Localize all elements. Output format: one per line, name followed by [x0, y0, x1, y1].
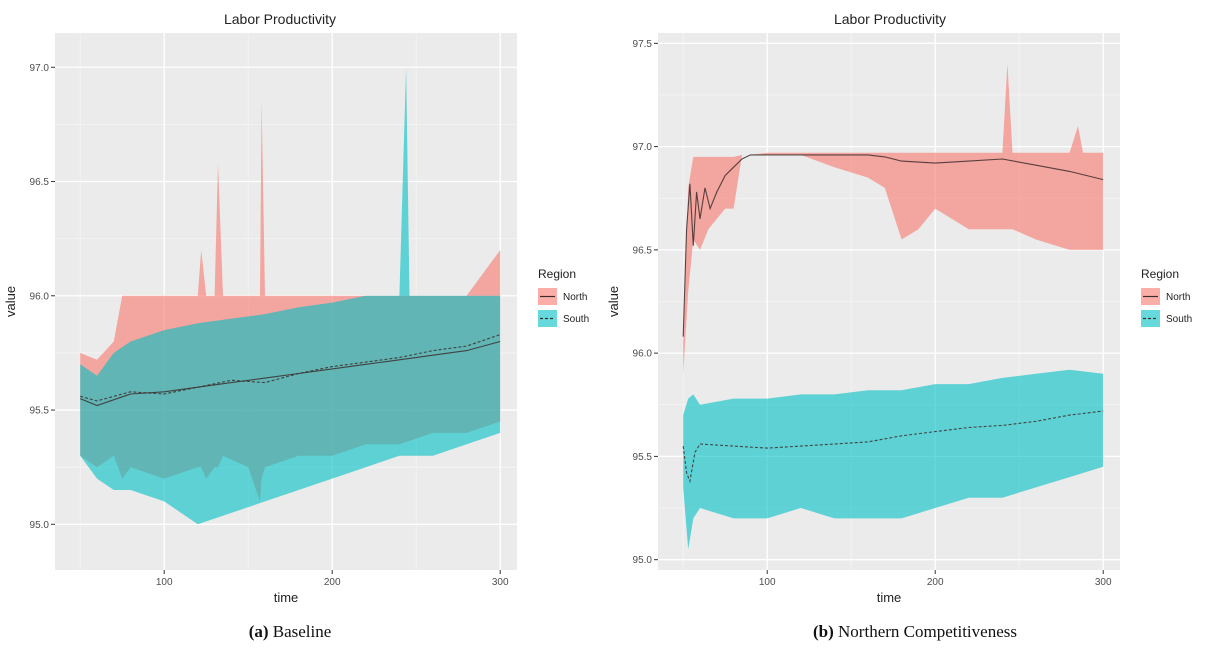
y-tick-label: 96.5 [633, 245, 653, 256]
caption-text: Baseline [273, 622, 332, 641]
caption: (b) Northern Competitiveness [813, 622, 1017, 641]
plot-area [79, 67, 501, 525]
x-axis-title: time [877, 590, 902, 605]
legend-label-south: South [1166, 314, 1192, 325]
y-tick-label: 96.0 [633, 349, 653, 360]
ribbon-south [683, 369, 1104, 550]
y-tick-label: 97.0 [30, 63, 50, 74]
chart-panel-1: Labor Productivity 100 200 300 95.0 95.5 96.0 9… [3, 11, 589, 641]
x-axis-title: time [274, 590, 299, 605]
legend-label-north: North [563, 292, 587, 303]
legend-label-north: North [1166, 292, 1190, 303]
y-tick-label: 96.0 [30, 291, 50, 302]
caption: (a) Baseline [249, 622, 332, 641]
y-axis-title: value [606, 286, 621, 317]
y-tick-label: 95.0 [633, 555, 653, 566]
y-tick-label: 95.5 [30, 406, 50, 417]
caption-text: Northern Competitiveness [838, 622, 1017, 641]
legend: Region North South [1141, 267, 1192, 327]
y-tick-label: 95.5 [633, 452, 653, 463]
legend-label-south: South [563, 314, 589, 325]
ribbon-north [683, 64, 1104, 374]
x-tick-label: 100 [759, 577, 776, 588]
x-tick-label: 100 [156, 577, 173, 588]
plot-area [682, 64, 1104, 550]
mean-line-north [79, 340, 501, 407]
chart-title: Labor Productivity [834, 11, 946, 27]
caption-label: (a) [249, 622, 273, 641]
mean-line-south [682, 410, 1104, 484]
ribbon-south [80, 67, 501, 525]
x-tick-label: 200 [927, 577, 944, 588]
legend-title: Region [538, 267, 576, 281]
y-tick-label: 96.5 [30, 177, 50, 188]
y-axis-title: value [3, 286, 18, 317]
x-tick-label: 300 [492, 577, 509, 588]
legend: Region North South [538, 267, 589, 327]
chart-title: Labor Productivity [224, 11, 336, 27]
y-tick-label: 97.0 [633, 142, 653, 153]
mean-line-south [80, 334, 501, 402]
x-tick-label: 300 [1095, 577, 1112, 588]
chart-panel-2: Labor Productivity 100 200 300 95.0 95.5 96.0 9… [606, 11, 1192, 641]
x-tick-label: 200 [324, 577, 341, 588]
y-tick-label: 97.5 [633, 39, 653, 50]
caption-label: (b) [813, 622, 838, 641]
y-tick-label: 95.0 [30, 520, 50, 531]
mean-line-north [682, 154, 1104, 337]
legend-title: Region [1141, 267, 1179, 281]
